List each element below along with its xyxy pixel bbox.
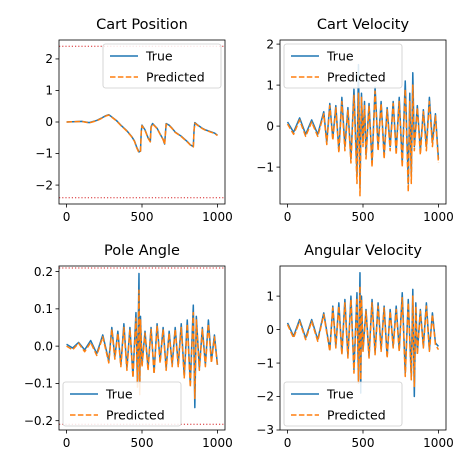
legend: True Predicted (283, 43, 403, 89)
subplot-3: 0 500 1000 −0.2 −0.1 0.0 0.1 0.2 Pole Angle True P… (24, 243, 233, 450)
legend-label-true: True (326, 387, 354, 402)
x-tick-label: 0 (63, 210, 71, 224)
y-tick-label: 2 (45, 52, 53, 66)
x-tick-label: 1000 (423, 436, 454, 450)
chart-title: Angular Velocity (304, 243, 422, 259)
legend-label-predicted: Predicted (327, 408, 386, 423)
y-tick-label: 0.0 (34, 339, 53, 353)
x-tick-label: 500 (352, 210, 375, 224)
x-tick-label: 0 (284, 436, 292, 450)
series-line-predicted (286, 84, 440, 197)
legend: True Predicted (283, 381, 403, 427)
x-tick-label: 500 (131, 210, 154, 224)
series-line-predicted (66, 114, 218, 154)
series-line-true (286, 271, 440, 398)
y-tick-label: 0 (266, 119, 274, 133)
y-tick-label: 1 (45, 84, 53, 98)
y-tick-label: 1 (266, 78, 274, 92)
y-tick-label: 0 (45, 115, 53, 129)
subplot-1: 0 500 1000 −2 −1 0 1 2 Cart Position True Predicte… (35, 17, 232, 224)
y-tick-label: 1 (266, 289, 274, 303)
legend-label-true: True (326, 49, 354, 64)
y-tick-label: 2 (266, 37, 274, 51)
y-tick-label: −2 (35, 178, 53, 192)
x-tick-label: 1000 (202, 210, 233, 224)
y-tick-label: −1 (256, 160, 274, 174)
series-line-predicted (66, 289, 219, 400)
subplot-4: 0 500 1000 −3 −2 −1 0 1 Angular Velocity True Pred… (256, 243, 453, 450)
y-tick-label: −1 (35, 147, 53, 161)
y-tick-label: −0.2 (24, 414, 53, 428)
legend-label-true: True (105, 387, 133, 402)
y-tick-label: 0.1 (34, 302, 53, 316)
y-tick-label: −1 (256, 356, 274, 370)
y-tick-label: −3 (256, 423, 274, 437)
legend-box (283, 43, 403, 89)
legend-box (102, 43, 222, 89)
x-tick-label: 500 (131, 436, 154, 450)
y-tick-label: −0.1 (24, 377, 53, 391)
y-tick-label: 0.2 (34, 265, 53, 279)
legend-box (283, 381, 403, 427)
x-tick-label: 1000 (202, 436, 233, 450)
legend: True Predicted (102, 43, 222, 89)
chart-title: Cart Position (96, 17, 188, 33)
x-tick-label: 1000 (423, 210, 454, 224)
x-tick-label: 0 (63, 436, 71, 450)
legend-label-true: True (145, 49, 173, 64)
x-tick-label: 0 (284, 210, 292, 224)
subplot-2: 0 500 1000 −1 0 1 2 Cart Velocity True Predicted (256, 17, 453, 224)
legend: True Predicted (62, 381, 182, 427)
legend-label-predicted: Predicted (146, 70, 205, 85)
legend-label-predicted: Predicted (106, 408, 165, 423)
chart-title: Cart Velocity (317, 17, 410, 33)
legend-box (62, 381, 182, 427)
x-tick-label: 500 (352, 436, 375, 450)
y-tick-label: 0 (266, 323, 274, 337)
series-line-predicted (286, 285, 440, 388)
legend-label-predicted: Predicted (327, 70, 386, 85)
y-tick-label: −2 (256, 390, 274, 404)
chart-title: Pole Angle (104, 243, 180, 259)
